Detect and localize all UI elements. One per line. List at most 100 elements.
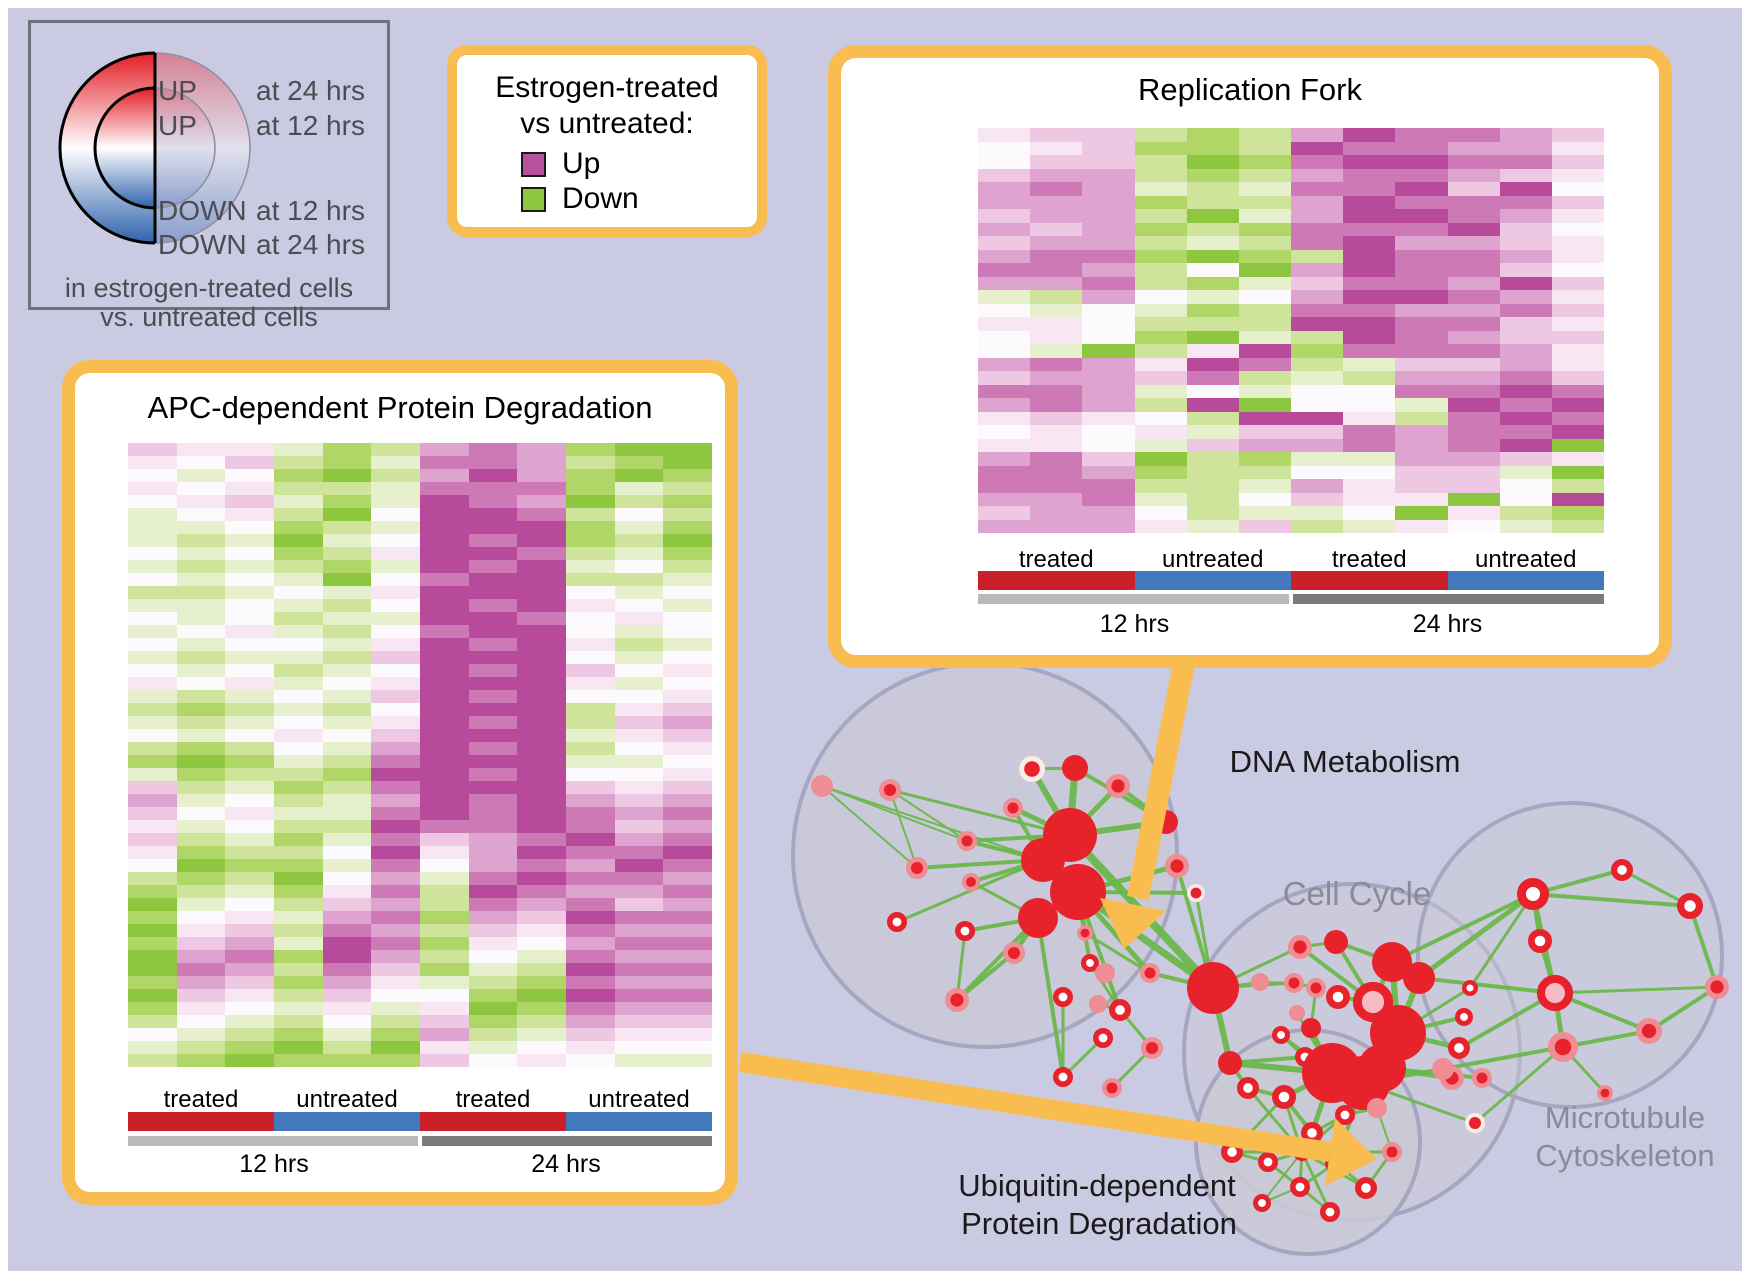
heatmap-cell [468, 742, 518, 755]
legend-item-down: Down [521, 182, 639, 216]
heatmap-cell [1291, 290, 1344, 304]
heatmap-cell [1082, 438, 1135, 452]
heatmap-cell [614, 469, 664, 482]
heatmap-cell [128, 638, 177, 651]
heatmap-cell [1395, 330, 1448, 344]
heatmap-cell [225, 846, 274, 859]
heatmap-cell [663, 703, 712, 716]
heatmap-cell [468, 950, 518, 963]
heatmap-cell [1134, 384, 1187, 398]
heatmap-cell [128, 950, 177, 963]
heatmap-cell [274, 768, 323, 781]
heatmap-cell [322, 911, 372, 924]
heatmap-cell [1343, 506, 1396, 520]
heatmap-cell [1343, 465, 1396, 479]
heatmap-cell [1291, 182, 1344, 196]
heatmap-cell [1082, 519, 1135, 533]
heatmap-cell [128, 573, 177, 586]
heatmap-cell [274, 820, 323, 833]
down-label: Down [562, 182, 639, 215]
estrogen-legend-title-line1: Estrogen-treated [495, 71, 719, 104]
heatmap-cell [176, 677, 226, 690]
heatmap-cell [517, 898, 566, 911]
heatmap-cell [614, 443, 664, 456]
heatmap-cell [614, 768, 664, 781]
heatmap-cell [1499, 438, 1552, 452]
heatmap-cell [614, 677, 664, 690]
heatmap-cell [128, 547, 177, 560]
heatmap-cell [176, 1054, 226, 1067]
heatmap-cell [614, 534, 664, 547]
heatmap-cell [274, 443, 323, 456]
heatmap-cell [371, 469, 420, 482]
heatmap-cell [566, 547, 615, 560]
heatmap-cell [663, 638, 712, 651]
heatmap-cell [978, 344, 1031, 358]
heatmap-cell [176, 664, 226, 677]
heatmap-cell [322, 586, 372, 599]
heatmap-cell [1343, 438, 1396, 452]
heatmap-cell [978, 249, 1031, 263]
heatmap-cell [1499, 330, 1552, 344]
heatmap-cell [1186, 357, 1239, 371]
heatmap-cell [274, 690, 323, 703]
heatmap-cell [517, 690, 566, 703]
heatmap-cell [1291, 465, 1344, 479]
heatmap-cell [322, 937, 372, 950]
heatmap-cell [663, 781, 712, 794]
heatmap-cell [1030, 182, 1083, 196]
heatmap-cell [1343, 236, 1396, 250]
heatmap-cell [566, 781, 615, 794]
heatmap-cell [468, 469, 518, 482]
heatmap-cell [1082, 155, 1135, 169]
heatmap-cell [1186, 330, 1239, 344]
heatmap-cell [1134, 492, 1187, 506]
heatmap-cell [663, 651, 712, 664]
heatmap-cell [468, 859, 518, 872]
heatmap-cell [614, 651, 664, 664]
heatmap-cell [663, 833, 712, 846]
heatmap-cell [978, 411, 1031, 425]
heatmap-cell [614, 781, 664, 794]
heatmap-cell [274, 482, 323, 495]
heatmap-cell [614, 885, 664, 898]
heatmap-cell [614, 1002, 664, 1015]
heatmap-cell [1395, 425, 1448, 439]
heatmap-cell [1134, 222, 1187, 236]
heatmap-cell [1343, 222, 1396, 236]
heatmap-cell [225, 755, 274, 768]
heatmap-cell [614, 911, 664, 924]
heatmap-cell [1343, 519, 1396, 533]
time-bar-12hrs [978, 594, 1289, 604]
heatmap-cell [517, 521, 566, 534]
condition-bar-treated [978, 571, 1135, 590]
heatmap-cell [1238, 263, 1291, 277]
heatmap-cell [1447, 452, 1500, 466]
heatmap-cell [1343, 344, 1396, 358]
heatmap-cell [274, 716, 323, 729]
heatmap-cell [1447, 465, 1500, 479]
heatmap-cell [468, 560, 518, 573]
heatmap-cell [274, 937, 323, 950]
heatmap-cell [566, 963, 615, 976]
heatmap-cell [1551, 263, 1604, 277]
heatmap-cell [1291, 452, 1344, 466]
heatmap-cell [176, 1028, 226, 1041]
cluster-label-ubiquitin-dependent: Ubiquitin-dependent [958, 1168, 1236, 1203]
heatmap-cell [420, 1041, 469, 1054]
heatmap-cell [1395, 195, 1448, 209]
heatmap-cell [176, 846, 226, 859]
heatmap-cell [1030, 465, 1083, 479]
heatmap-cell [1082, 236, 1135, 250]
heatmap-cell [517, 1028, 566, 1041]
heatmap-cell [1343, 182, 1396, 196]
heatmap-cell [1343, 249, 1396, 263]
heatmap-cell [322, 976, 372, 989]
heatmap-cell [322, 807, 372, 820]
heatmap-cell [420, 690, 469, 703]
heatmap-cell [1395, 168, 1448, 182]
heatmap-cell [322, 573, 372, 586]
heatmap-cell [517, 625, 566, 638]
heatmap-cell [225, 495, 274, 508]
heatmap-cell [663, 664, 712, 677]
